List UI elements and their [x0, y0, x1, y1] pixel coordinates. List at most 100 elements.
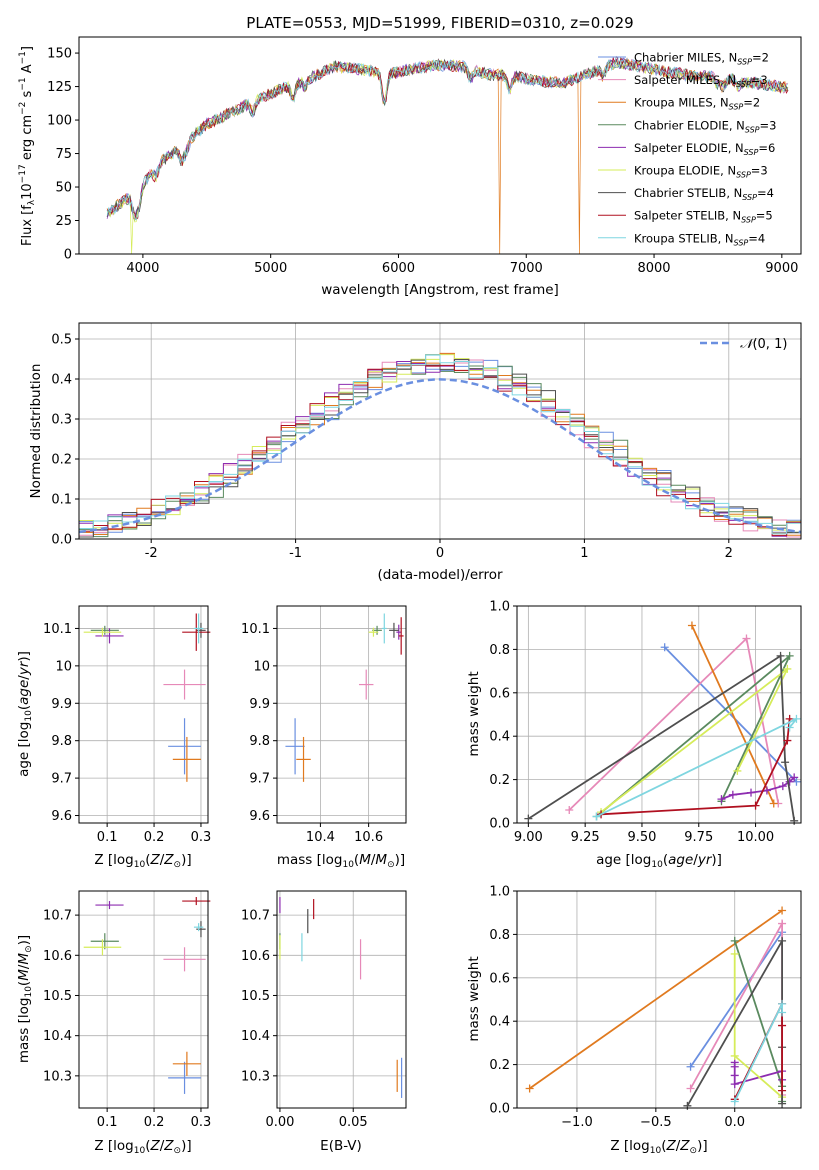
errorbar-kroupa-miles — [296, 736, 311, 782]
weight-marker-salpeter-stelib — [751, 801, 760, 810]
x-tick-label: 0.0 — [724, 1115, 745, 1130]
x-tick-label: 9.25 — [571, 830, 600, 845]
x-tick-label: 0.1 — [97, 1115, 118, 1130]
y-tick-label: 9.6 — [51, 809, 72, 824]
errorbar-kroupa-elodie — [83, 939, 122, 956]
weight-vs-Z-axes-frame — [516, 890, 802, 1109]
x-tick-label: 6000 — [382, 261, 415, 276]
legend-label-chabrier-miles: Chabrier MILES, NSSP=2 — [634, 51, 769, 67]
x-tick-label: 9.00 — [514, 830, 543, 845]
age-vs-mass-axes-frame — [276, 605, 407, 824]
legend-label-kroupa-stelib: Kroupa STELIB, NSSP=4 — [634, 231, 765, 247]
y-tick-label: 0.8 — [489, 928, 510, 943]
x-tick-label: 0.2 — [144, 830, 165, 845]
y-tick-label: 10.7 — [241, 909, 270, 924]
y-tick-label: 0.8 — [489, 643, 510, 658]
weight-marker-kroupa-miles — [778, 906, 787, 915]
mass-vs-Z-axes-frame — [78, 890, 209, 1109]
weight-line-salpeter-stelib — [601, 718, 791, 816]
y-tick-label: 0.4 — [51, 373, 72, 388]
weight-line-kroupa-miles — [691, 625, 775, 804]
residuals-xlabel: (data-model)/error — [377, 567, 503, 583]
weight-line-kroupa-elodie — [733, 953, 783, 1098]
weight-marker-kroupa-stelib — [592, 812, 601, 821]
y-tick-label: 25 — [55, 214, 72, 229]
x-tick-label: 0.05 — [339, 1115, 368, 1130]
weight-line-salpeter-miles — [689, 920, 783, 1095]
errorbar-chabrier-miles — [285, 718, 305, 775]
weight-marker-kroupa-stelib — [778, 999, 787, 1008]
errorbar-kroupa-stelib — [193, 613, 204, 644]
weight-marker-kroupa-stelib — [792, 714, 801, 723]
x-tick-label: 0.3 — [191, 1115, 212, 1130]
x-tick-label: -1 — [289, 546, 302, 561]
y-tick-label: 10.6 — [241, 949, 270, 964]
y-tick-label: 0.5 — [51, 333, 72, 348]
legend-label-kroupa-elodie: Kroupa ELODIE, NSSP=3 — [634, 164, 768, 180]
errorbar-salpeter-stelib — [182, 613, 211, 651]
weight-vs-Z-panel: −1.0 −0.5 0.0 0.0 0.2 0.4 0.6 0.8 1.0 Z [log10(Z… — [466, 885, 802, 1156]
y-tick-label: 10.4 — [241, 1029, 270, 1044]
y-tick-label: 9.7 — [249, 772, 270, 787]
spectrum-axes-frame — [78, 36, 802, 255]
weight-marker-chabrier-stelib — [524, 814, 533, 823]
residuals-panel: -2 -1 0 1 2 0.0 0.1 0.2 0.3 0.4 0.5 𝒩(0, 1) (data-… — [28, 322, 802, 583]
weight-marker-kroupa-elodie — [730, 1051, 739, 1060]
y-tick-label: 10.7 — [43, 909, 72, 924]
weight-vs-age-panel: 9.00 9.25 9.50 9.75 10.000.00.20.40.60.81.0 … — [466, 600, 802, 870]
weight-marker-salpeter-stelib — [783, 736, 792, 745]
legend-label-salpeter-elodie: Salpeter ELODIE, NSSP=6 — [634, 141, 775, 157]
y-tick-label: 1.0 — [489, 885, 510, 900]
legend-label-chabrier-elodie: Chabrier ELODIE, NSSP=3 — [634, 118, 776, 134]
weight-marker-kroupa-stelib — [778, 1008, 787, 1017]
weight-marker-salpeter-miles — [742, 634, 751, 643]
errorbar-kroupa-elodie — [368, 627, 379, 637]
spectrum-line-kroupa-stelib — [106, 56, 789, 221]
y-tick-label: 0.4 — [489, 1015, 510, 1030]
spectrum-panel: PLATE=0553, MJD=51999, FIBERID=0310, z=0… — [18, 14, 802, 298]
errorbar-kroupa-stelib — [381, 613, 387, 644]
y-tick-label: 9.7 — [51, 772, 72, 787]
y-tick-label: 75 — [55, 147, 72, 162]
x-tick-label: 10.4 — [306, 830, 335, 845]
spectrum-xlabel: wavelength [Angstrom, rest frame] — [321, 282, 559, 298]
mass-vs-ebv-axes-frame — [276, 890, 407, 1109]
y-tick-label: 10.1 — [43, 622, 72, 637]
y-tick-label: 0.0 — [489, 1102, 510, 1117]
mass-vs-Z-ylabel: mass [log10(M/M⊙)] — [16, 935, 34, 1063]
spectrum-title: PLATE=0553, MJD=51999, FIBERID=0310, z=0… — [246, 14, 633, 32]
weight-marker-kroupa-miles — [769, 799, 778, 808]
weight-marker-chabrier-stelib — [781, 758, 790, 767]
weight-marker-kroupa-elodie — [783, 664, 792, 673]
y-tick-label: 0.0 — [51, 533, 72, 548]
errorbar-salpeter-miles — [358, 669, 374, 700]
weight-line-kroupa-stelib — [733, 1003, 783, 1102]
histogram-chabrier-stelib — [79, 359, 801, 538]
errorbar-kroupa-stelib — [193, 923, 204, 932]
weight-vs-age-ylabel: mass weight — [466, 671, 482, 756]
y-tick-label: 10.3 — [43, 1069, 72, 1084]
y-tick-label: 50 — [55, 181, 72, 196]
y-tick-label: 9.8 — [249, 734, 270, 749]
weight-marker-chabrier-stelib — [683, 1101, 692, 1110]
y-tick-label: 0 — [64, 248, 72, 263]
x-tick-label: 7000 — [510, 261, 543, 276]
mass-vs-Z-xlabel: Z [log10(Z/Z⊙)] — [94, 1138, 191, 1156]
errorbar-salpeter-miles — [163, 669, 206, 700]
y-tick-label: 150 — [47, 47, 72, 62]
x-tick-label: 9.50 — [627, 830, 656, 845]
legend-label-kroupa-miles: Kroupa MILES, NSSP=2 — [634, 96, 760, 112]
x-tick-label: 0.00 — [265, 1115, 294, 1130]
normal-legend-label: 𝒩(0, 1) — [740, 337, 787, 352]
x-tick-label: 8000 — [637, 261, 670, 276]
y-tick-label: 125 — [47, 80, 72, 95]
errorbar-kroupa-miles — [172, 736, 201, 782]
errorbar-kroupa-miles — [172, 1051, 201, 1076]
y-tick-label: 10.5 — [43, 989, 72, 1004]
weight-marker-salpeter-elodie — [728, 790, 737, 799]
weight-marker-salpeter-stelib — [778, 1021, 787, 1030]
spectrum-line-salpeter-stelib — [106, 55, 789, 220]
y-tick-label: 9.6 — [249, 809, 270, 824]
weight-marker-chabrier-elodie — [730, 936, 739, 945]
y-tick-label: 0.2 — [51, 453, 72, 468]
